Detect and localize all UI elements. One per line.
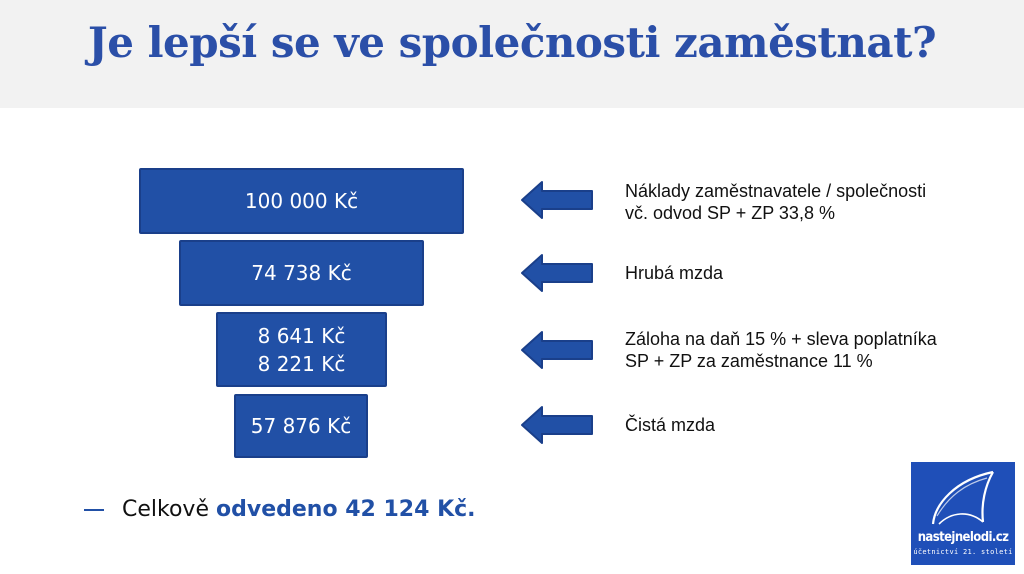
description-line: Záloha na daň 15 % + sleva poplatníka <box>625 329 937 349</box>
description-deductions: Záloha na daň 15 % + sleva poplatníka SP… <box>625 328 937 372</box>
logo-name: nastejnelodi.cz <box>917 530 1009 545</box>
funnel-level-gross-wage: 74 738 Kč <box>179 240 424 306</box>
funnel-value-tax: 8 641 Kč <box>257 323 346 348</box>
page-title: Je lepší se ve společnosti zaměstnat? <box>87 18 937 67</box>
description-net-wage: Čistá mzda <box>625 414 715 436</box>
brand-logo: nastejnelodi.cz účetnictví 21. století <box>911 462 1015 565</box>
funnel-level-employer-cost: 100 000 Kč <box>139 168 464 234</box>
left-arrow-icon <box>521 331 593 369</box>
description-line: Náklady zaměstnavatele / společnosti <box>625 181 927 201</box>
header-band: Je lepší se ve společnosti zaměstnat? <box>0 0 1024 108</box>
funnel-value-insurance: 8 221 Kč <box>257 351 346 376</box>
summary-prefix: Celkově <box>122 497 209 522</box>
funnel-level-deductions: 8 641 Kč 8 221 Kč <box>216 312 387 387</box>
funnel-value: 57 876 Kč <box>250 414 352 438</box>
funnel-value: 100 000 Kč <box>244 189 359 213</box>
shark-fin-icon <box>931 470 994 525</box>
description-line: SP + ZP za zaměstnance 11 % <box>625 351 873 371</box>
left-arrow-icon <box>521 406 593 444</box>
description-employer-cost: Náklady zaměstnavatele / společnosti vč.… <box>625 180 926 224</box>
summary-highlight: odvedeno 42 124 Kč. <box>215 497 476 522</box>
funnel-value: 74 738 Kč <box>251 261 352 285</box>
summary-line: Celkově odvedeno 42 124 Kč. <box>84 497 476 522</box>
description-line: Čistá mzda <box>625 415 716 435</box>
description-gross-wage: Hrubá mzda <box>625 262 723 284</box>
logo-tagline: účetnictví 21. století <box>913 548 1013 556</box>
funnel-level-net-wage: 57 876 Kč <box>234 394 368 458</box>
description-line: Hrubá mzda <box>625 263 724 283</box>
bullet-dash <box>84 509 104 511</box>
left-arrow-icon <box>521 181 593 219</box>
description-line: vč. odvod SP + ZP 33,8 % <box>625 203 835 223</box>
left-arrow-icon <box>521 254 593 292</box>
